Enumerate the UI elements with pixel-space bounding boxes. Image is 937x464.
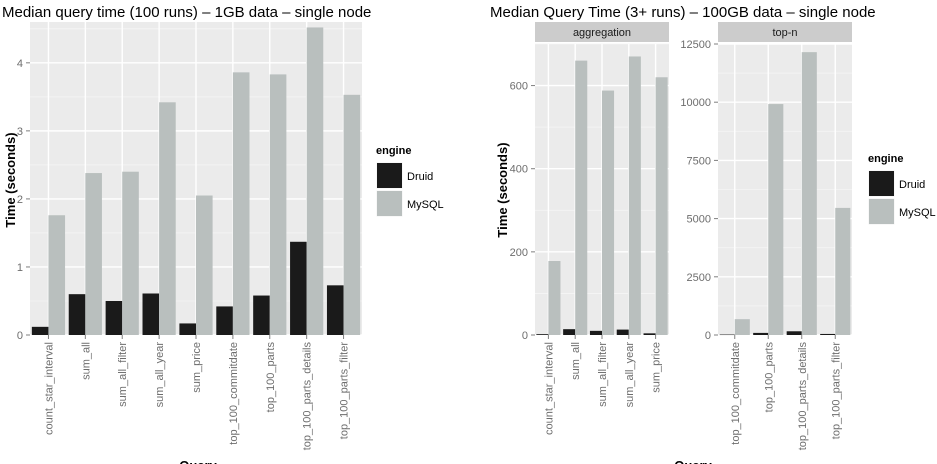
bar-mysql-sum-all-year — [628, 56, 641, 335]
bar-druid-sum-all — [68, 294, 86, 335]
legend: engine Druid MySQL — [375, 145, 444, 218]
legend-swatch-mysql — [377, 191, 402, 216]
y-tick-label: 7500 — [687, 155, 711, 167]
bar-mysql-sum-all — [575, 60, 588, 335]
x-tick-label: top_100_parts_details — [302, 342, 314, 451]
legend-label-mysql: MySQL — [407, 199, 444, 211]
bar-druid-top-100-parts — [753, 332, 769, 335]
legend-swatch-druid — [377, 163, 402, 188]
bar-mysql-sum-price — [196, 195, 213, 335]
bar-mysql-top-100-parts-details — [306, 27, 324, 335]
legend-title: engine — [868, 153, 903, 165]
bar-mysql-sum-price — [655, 77, 668, 335]
bar-druid-top-100-parts-filter — [326, 285, 344, 335]
plot-panel: 0 200 400 600 count_star_interval sum_all sum_… — [510, 43, 669, 435]
x-tick-label: sum_all_year — [624, 342, 636, 408]
x-tick-label: sum_all_filter — [597, 342, 609, 407]
y-tick-label: 1 — [17, 262, 23, 274]
x-tick-label: sum_price — [191, 342, 203, 393]
y-tick-label: 2 — [17, 194, 23, 206]
bar-druid-sum-all-year — [616, 329, 629, 335]
y-tick-label: 600 — [510, 81, 528, 93]
bar-druid-sum-all-filter — [589, 330, 602, 335]
facet-strip-top-n — [718, 22, 852, 42]
x-tick-label: sum_all — [570, 342, 582, 380]
y-tick-label: 0 — [522, 330, 528, 342]
legend-title: engine — [376, 145, 411, 157]
legend-label-druid: Druid — [899, 179, 925, 191]
x-tick-label: top_100_parts — [763, 342, 775, 413]
bar-druid-sum-price — [179, 323, 196, 335]
bar-druid-sum-all-filter — [105, 300, 123, 335]
bar-mysql-top-100-parts-filter — [343, 94, 361, 335]
y-tick-label: 400 — [510, 164, 528, 176]
y-tick-label: 0 — [705, 330, 711, 342]
x-tick-label: top_100_commitdate — [228, 342, 240, 445]
chart1-x-axis-label: Query — [179, 458, 217, 464]
legend-swatch-mysql — [869, 199, 894, 224]
bar-mysql-sum-all — [85, 173, 102, 335]
plot-panel: 0 1 2 3 4 count_star_interval sum_all sum_all_f… — [17, 22, 362, 450]
bar-mysql-top-100-parts-filter — [835, 207, 851, 335]
x-tick-label: sum_all_filter — [117, 342, 129, 407]
x-tick-label: top_100_parts_filter — [339, 342, 351, 440]
bar-druid-count-star-interval — [536, 334, 549, 335]
bar-mysql-sum-all-filter — [602, 90, 615, 335]
x-tick-label: count_star_interval — [43, 342, 55, 435]
bar-druid-top-100-parts-filter — [820, 333, 836, 335]
x-tick-label: sum_all — [80, 342, 92, 380]
bar-mysql-top-100-parts-details — [801, 52, 817, 335]
legend-swatch-druid — [869, 171, 894, 196]
bar-druid-top-100-parts-details — [786, 331, 802, 335]
chart1-title: Median query time (100 runs) – 1GB data … — [2, 4, 371, 21]
facet-strip-aggregation — [535, 22, 669, 42]
bar-druid-sum-price — [643, 333, 656, 335]
legend-label-mysql: MySQL — [899, 207, 936, 219]
bar-mysql-sum-all-year — [159, 102, 176, 335]
x-tick-label: top_100_parts_details — [797, 342, 809, 451]
chart2-title: Median Query Time (3+ runs) – 100GB data… — [490, 4, 876, 21]
bar-mysql-sum-all-filter — [122, 171, 139, 335]
bar-druid-count-star-interval — [31, 326, 49, 335]
legend: engine Druid MySQL — [867, 153, 936, 226]
bar-mysql-top-100-parts — [768, 104, 784, 335]
bar-druid-top-100-commitdate — [719, 334, 735, 336]
x-tick-label: sum_all_year — [154, 342, 166, 408]
plot-panel: 0 2500 5000 7500 10000 12500 top_100_commitdat… — [680, 39, 852, 450]
bar-druid-top-100-parts — [253, 295, 270, 335]
x-tick-label: top_100_parts_filter — [830, 342, 842, 440]
x-tick-label: top_100_commitdate — [730, 342, 742, 445]
y-tick-label: 200 — [510, 247, 528, 259]
bar-druid-top-100-parts-details — [290, 241, 307, 335]
y-tick-label: 4 — [17, 58, 23, 70]
bar-mysql-count-star-interval — [48, 215, 66, 335]
chart1-y-axis-label: Time (seconds) — [3, 132, 18, 227]
bar-mysql-top-100-commitdate — [232, 72, 250, 335]
facet-strip-label: top-n — [772, 27, 797, 39]
bar-mysql-top-100-parts — [269, 74, 287, 335]
y-tick-label: 10000 — [680, 97, 711, 109]
x-tick-label: count_star_interval — [543, 342, 555, 435]
y-tick-label: 2500 — [687, 272, 711, 284]
facet-strip-label: aggregation — [573, 27, 631, 39]
x-tick-label: sum_price — [651, 342, 663, 393]
y-tick-label: 5000 — [687, 214, 711, 226]
x-tick-label: top_100_parts — [265, 342, 277, 413]
chart2-y-axis-label: Time (seconds) — [495, 142, 510, 237]
bar-druid-sum-all-year — [142, 293, 160, 335]
legend-label-druid: Druid — [407, 171, 433, 183]
bar-druid-top-100-commitdate — [216, 306, 233, 335]
bar-druid-sum-all — [563, 329, 576, 335]
y-tick-label: 12500 — [680, 39, 711, 51]
bar-mysql-count-star-interval — [548, 261, 561, 335]
chart2-x-axis-label: Query — [674, 458, 712, 464]
y-tick-label: 3 — [17, 126, 23, 138]
y-tick-label: 0 — [17, 330, 23, 342]
bar-mysql-top-100-commitdate — [734, 319, 750, 335]
